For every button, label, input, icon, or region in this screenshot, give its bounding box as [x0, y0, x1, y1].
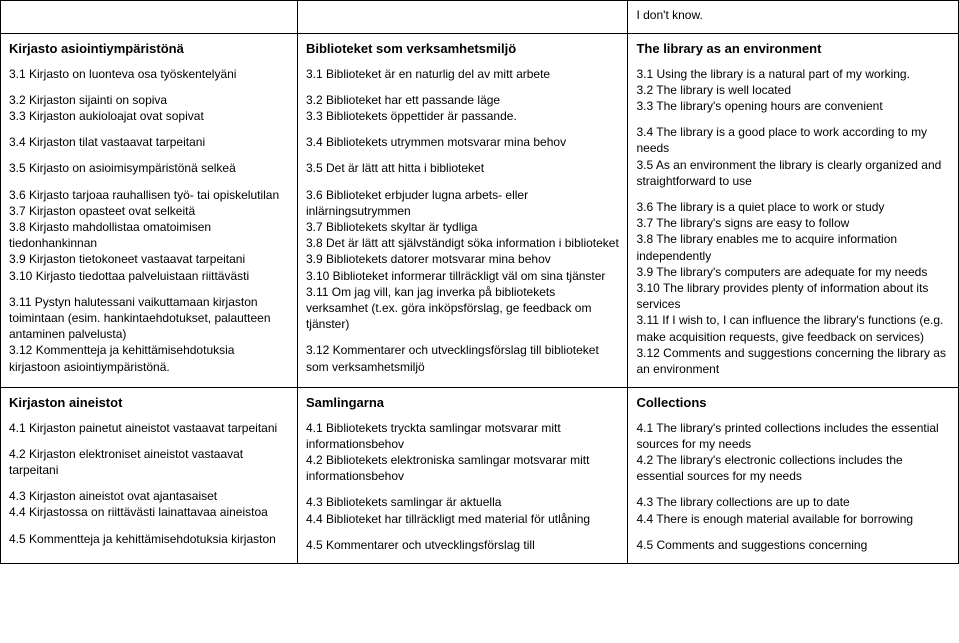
- section-title: Samlingarna: [306, 394, 620, 412]
- section-title: Kirjaston aineistot: [9, 394, 289, 412]
- item: 3.5 Kirjasto on asioimisympäristönä selk…: [9, 160, 289, 176]
- item: 3.6 Kirjasto tarjoaa rauhallisen työ- ta…: [9, 187, 289, 203]
- item: 3.9 Kirjaston tietokoneet vastaavat tarp…: [9, 251, 289, 267]
- item: 3.9 The library's computers are adequate…: [636, 264, 950, 280]
- item: 4.4 Biblioteket har tillräckligt med mat…: [306, 511, 620, 527]
- item: 4.3 Bibliotekets samlingar är aktuella: [306, 494, 620, 510]
- section-title: Kirjasto asiointiympäristönä: [9, 40, 289, 58]
- cell-sv: Samlingarna 4.1 Bibliotekets tryckta sam…: [297, 388, 628, 564]
- item: 3.3 Kirjaston aukioloajat ovat sopivat: [9, 108, 289, 124]
- item: 3.1 Biblioteket är en naturlig del av mi…: [306, 66, 620, 82]
- item: 3.1 Using the library is a natural part …: [636, 66, 950, 82]
- item: 3.10 The library provides plenty of info…: [636, 280, 950, 312]
- item: 3.10 Biblioteket informerar tillräckligt…: [306, 268, 620, 284]
- item: 4.1 Kirjaston painetut aineistot vastaav…: [9, 420, 289, 436]
- item: 3.4 Bibliotekets utrymmen motsvarar mina…: [306, 134, 620, 150]
- item: 3.12 Comments and suggestions concerning…: [636, 345, 950, 377]
- item: 3.8 Det är lätt att självständigt söka i…: [306, 235, 620, 251]
- item: 4.1 Bibliotekets tryckta samlingar motsv…: [306, 420, 620, 452]
- item: 3.6 The library is a quiet place to work…: [636, 199, 950, 215]
- item: 3.8 Kirjasto mahdollistaa omatoimisen ti…: [9, 219, 289, 251]
- item: 3.12 Kommentarer och utvecklingsförslag …: [306, 342, 620, 374]
- item: 3.11 If I wish to, I can influence the l…: [636, 312, 950, 344]
- table-row: I don't know.: [1, 1, 959, 34]
- item: 3.3 The library's opening hours are conv…: [636, 98, 950, 114]
- item: 3.12 Kommentteja ja kehittämisehdotuksia…: [9, 342, 289, 374]
- translation-table: I don't know. Kirjasto asiointiympäristö…: [0, 0, 959, 564]
- cell-fi: Kirjasto asiointiympäristönä 3.1 Kirjast…: [1, 34, 298, 388]
- item: 4.5 Comments and suggestions concerning: [636, 537, 950, 553]
- item: 4.5 Kommentarer och utvecklingsförslag t…: [306, 537, 620, 553]
- section-title: Biblioteket som verksamhetsmiljö: [306, 40, 620, 58]
- cell-sv: [297, 1, 628, 34]
- cell-en: The library as an environment 3.1 Using …: [628, 34, 959, 388]
- item: 3.2 The library is well located: [636, 82, 950, 98]
- cell-en: Collections 4.1 The library's printed co…: [628, 388, 959, 564]
- item: 3.10 Kirjasto tiedottaa palveluistaan ri…: [9, 268, 289, 284]
- item: 4.2 Kirjaston elektroniset aineistot vas…: [9, 446, 289, 478]
- item: 3.2 Biblioteket har ett passande läge: [306, 92, 620, 108]
- cell-en: I don't know.: [628, 1, 959, 34]
- cell-fi: [1, 1, 298, 34]
- item: 3.2 Kirjaston sijainti on sopiva: [9, 92, 289, 108]
- item: 4.2 The library's electronic collections…: [636, 452, 950, 484]
- item: 3.11 Om jag vill, kan jag inverka på bib…: [306, 284, 620, 333]
- item: 4.4 There is enough material available f…: [636, 511, 950, 527]
- table-row: Kirjaston aineistot 4.1 Kirjaston painet…: [1, 388, 959, 564]
- item: 3.7 The library's signs are easy to foll…: [636, 215, 950, 231]
- section-title: Collections: [636, 394, 950, 412]
- item: 3.4 The library is a good place to work …: [636, 124, 950, 156]
- table-row: Kirjasto asiointiympäristönä 3.1 Kirjast…: [1, 34, 959, 388]
- item: 3.6 Biblioteket erbjuder lugna arbets- e…: [306, 187, 620, 219]
- item: 3.8 The library enables me to acquire in…: [636, 231, 950, 263]
- item: 3.4 Kirjaston tilat vastaavat tarpeitani: [9, 134, 289, 150]
- item: 3.5 Det är lätt att hitta i biblioteket: [306, 160, 620, 176]
- item: 4.5 Kommentteja ja kehittämisehdotuksia …: [9, 531, 289, 547]
- item: 3.3 Bibliotekets öppettider är passande.: [306, 108, 620, 124]
- item: 3.11 Pystyn halutessani vaikuttamaan kir…: [9, 294, 289, 343]
- item: 4.4 Kirjastossa on riittävästi lainattav…: [9, 504, 289, 520]
- item: 3.5 As an environment the library is cle…: [636, 157, 950, 189]
- item: 4.3 Kirjaston aineistot ovat ajantasaise…: [9, 488, 289, 504]
- item: 3.9 Bibliotekets datorer motsvarar mina …: [306, 251, 620, 267]
- item: 4.1 The library's printed collections in…: [636, 420, 950, 452]
- section-title: The library as an environment: [636, 40, 950, 58]
- cell-sv: Biblioteket som verksamhetsmiljö 3.1 Bib…: [297, 34, 628, 388]
- item: 4.3 The library collections are up to da…: [636, 494, 950, 510]
- item: 3.7 Kirjaston opasteet ovat selkeitä: [9, 203, 289, 219]
- text: I don't know.: [636, 8, 702, 22]
- item: 4.2 Bibliotekets elektroniska samlingar …: [306, 452, 620, 484]
- item: 3.7 Bibliotekets skyltar är tydliga: [306, 219, 620, 235]
- cell-fi: Kirjaston aineistot 4.1 Kirjaston painet…: [1, 388, 298, 564]
- item: 3.1 Kirjasto on luonteva osa työskentely…: [9, 66, 289, 82]
